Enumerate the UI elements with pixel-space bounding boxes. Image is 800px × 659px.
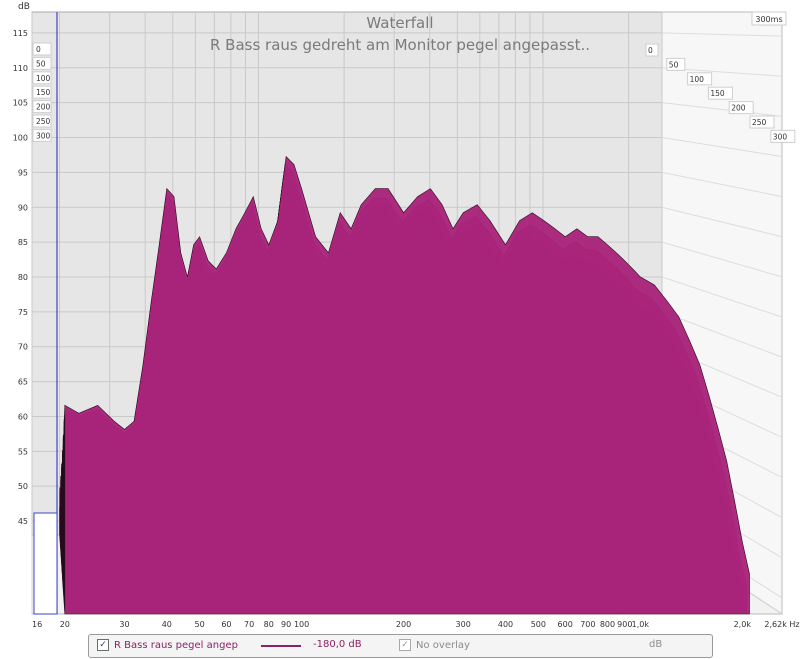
time-tick-label: 100 — [690, 75, 705, 84]
y-tick-label: 65 — [18, 378, 28, 387]
time-tick-box — [32, 100, 52, 114]
chart-subtitle: R Bass raus gedreht am Monitor pegel ang… — [210, 36, 590, 54]
x-tick-label: 800 — [600, 620, 615, 629]
grid-h-side — [661, 311, 783, 358]
x-tick-label: 20 — [60, 620, 70, 629]
time-tick-label: 300 — [773, 132, 788, 141]
time-tick-box — [32, 128, 52, 142]
series-swatch-wrap — [261, 645, 301, 647]
time-tick-label: 250 — [36, 117, 51, 126]
x-tick-label: 100 — [294, 620, 309, 629]
offset-value[interactable]: -180,0 dB — [313, 639, 362, 650]
x-tick-label: 2,62k Hz — [764, 620, 799, 629]
time-tick-box — [707, 86, 733, 100]
offset-label: -180,0 dB — [313, 639, 362, 650]
time-max-label: 300ms — [755, 15, 782, 24]
grid-h-side — [661, 206, 783, 238]
x-tick-label: 400 — [498, 620, 513, 629]
x-tick-label: 60 — [221, 620, 231, 629]
time-tick-box — [32, 42, 52, 56]
time-tick-label: 50 — [36, 59, 46, 68]
grid-h-side — [661, 137, 783, 157]
overlay-toggle[interactable]: ✓ No overlay — [399, 639, 470, 651]
time-tick-box — [32, 71, 52, 85]
y-axis-label: dB — [18, 2, 30, 12]
y-tick-label: 100 — [13, 134, 28, 143]
unit-label: dB — [649, 639, 663, 650]
x-tick-label: 70 — [244, 620, 254, 629]
time-tick-box — [687, 72, 713, 86]
time-tick-label: 50 — [669, 60, 679, 69]
series-checkbox[interactable]: ✓ — [97, 639, 109, 651]
x-tick-label: 600 — [558, 620, 573, 629]
y-tick-label: 90 — [18, 203, 28, 212]
y-tick-label: 50 — [18, 482, 28, 491]
x-tick-label: 90 — [281, 620, 291, 629]
grid-h-side — [661, 32, 783, 37]
x-tick-label: 2,0k — [734, 620, 752, 629]
y-tick-label: 75 — [18, 308, 28, 317]
x-tick-label: 30 — [119, 620, 129, 629]
time-tick-box — [32, 85, 52, 99]
time-tick-label: 150 — [710, 89, 725, 98]
time-tick-label: 0 — [648, 46, 653, 55]
time-tick-box — [770, 129, 796, 143]
x-tick-label: 900 — [617, 620, 632, 629]
y-tick-label: 110 — [13, 64, 28, 73]
time-tick-box — [32, 114, 52, 128]
time-tick-label: 200 — [731, 104, 746, 113]
time-max-box: 300ms — [751, 11, 787, 26]
grid-h-side — [661, 276, 783, 318]
time-tick-label: 200 — [36, 103, 51, 112]
overlay-label: No overlay — [416, 639, 470, 651]
time-tick-label: 0 — [36, 45, 41, 54]
x-tick-label: 1,0k — [632, 620, 650, 629]
y-tick-label: 105 — [13, 99, 28, 108]
x-tick-label: 700 — [580, 620, 595, 629]
x-tick-label: 300 — [456, 620, 471, 629]
y-tick-label: 60 — [18, 412, 28, 421]
time-tick-box — [728, 101, 754, 115]
x-tick-label: 200 — [396, 620, 411, 629]
x-tick-label: 40 — [162, 620, 172, 629]
grid-h-side — [661, 241, 783, 278]
time-tick-label: 150 — [36, 88, 51, 97]
overlay-checkbox[interactable]: ✓ — [399, 639, 411, 651]
y-tick-label: 80 — [18, 273, 28, 282]
legend-bar: ✓ R Bass raus pegel angep -180,0 dB ✓ No… — [88, 634, 713, 658]
y-tick-label: 55 — [18, 447, 28, 456]
x-tick-label: 80 — [264, 620, 274, 629]
x-tick-label: 16 — [32, 620, 42, 629]
time-tick-label: 100 — [36, 74, 51, 83]
waterfall-slices — [59, 155, 750, 615]
y-tick-label: 70 — [18, 343, 28, 352]
x-tick-label: 500 — [531, 620, 546, 629]
cursor-box — [33, 512, 58, 615]
series-toggle[interactable]: ✓ R Bass raus pegel angep — [97, 639, 238, 651]
axes: 16 20 30 40 50 60 70 80 90 100 200 300 400 500 600 700 8… — [13, 12, 800, 629]
y-tick-label: 115 — [13, 29, 28, 38]
waterfall-slice — [64, 155, 750, 615]
time-tick-box — [32, 56, 52, 70]
unit-field: dB — [649, 639, 662, 650]
time-tick-label: 300 — [36, 131, 51, 140]
waterfall-chart: 16 20 30 40 50 60 70 80 90 100 200 300 400 500 600 700 8… — [13, 2, 800, 629]
series-label: R Bass raus pegel angep — [114, 639, 238, 651]
y-tick-label: 95 — [18, 168, 28, 177]
y-tick-label: 45 — [18, 517, 28, 526]
y-tick-label: 85 — [18, 238, 28, 247]
x-tick-label: 50 — [195, 620, 205, 629]
time-tick-box — [749, 115, 775, 129]
grid-h-side — [661, 171, 783, 198]
time-tick-label: 250 — [752, 118, 767, 127]
time-tick-box — [666, 57, 686, 71]
chart-title: Waterfall — [366, 14, 433, 32]
series-swatch — [261, 645, 301, 647]
time-tick-box — [645, 43, 659, 57]
grid-h-side — [661, 102, 783, 117]
